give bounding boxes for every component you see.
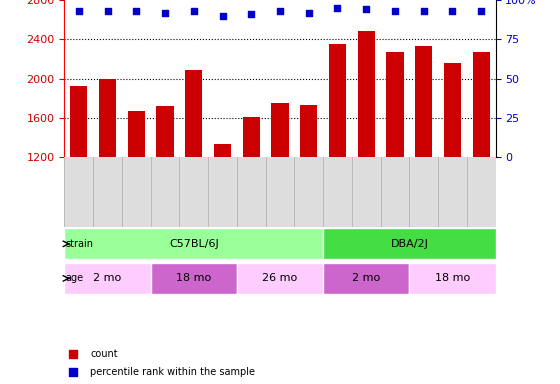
Point: [247, 11, 256, 17]
Point: [448, 8, 457, 14]
Point: [419, 8, 428, 14]
Bar: [300, 105, 318, 157]
Bar: [185, 70, 202, 157]
Text: 2 mo: 2 mo: [94, 273, 122, 283]
Text: DBA/2J: DBA/2J: [390, 239, 428, 249]
Bar: [358, 31, 375, 157]
Point: [390, 8, 399, 14]
Bar: [242, 117, 260, 157]
Point: [362, 7, 371, 13]
Point: [161, 10, 170, 16]
Text: 2 mo: 2 mo: [352, 273, 380, 283]
FancyBboxPatch shape: [323, 263, 409, 294]
Point: [74, 8, 83, 14]
Point: [68, 351, 77, 357]
Point: [333, 5, 342, 11]
Bar: [128, 111, 145, 157]
Text: 26 mo: 26 mo: [263, 273, 297, 283]
Bar: [415, 46, 432, 157]
Text: C57BL/6J: C57BL/6J: [169, 239, 218, 249]
Text: count: count: [90, 349, 118, 359]
Text: strain: strain: [65, 239, 93, 249]
FancyBboxPatch shape: [323, 228, 496, 260]
Point: [218, 13, 227, 19]
Bar: [272, 103, 288, 157]
Point: [132, 8, 141, 14]
FancyBboxPatch shape: [64, 263, 151, 294]
Text: 18 mo: 18 mo: [176, 273, 211, 283]
Point: [477, 8, 486, 14]
Bar: [444, 63, 461, 157]
Bar: [473, 52, 490, 157]
Text: age: age: [65, 273, 83, 283]
FancyBboxPatch shape: [409, 263, 496, 294]
FancyBboxPatch shape: [151, 263, 237, 294]
Bar: [99, 79, 116, 157]
Point: [68, 369, 77, 375]
FancyBboxPatch shape: [237, 263, 323, 294]
Bar: [214, 144, 231, 157]
Bar: [70, 86, 87, 157]
Bar: [386, 52, 404, 157]
Text: 18 mo: 18 mo: [435, 273, 470, 283]
Point: [189, 8, 198, 14]
Bar: [156, 106, 174, 157]
Text: percentile rank within the sample: percentile rank within the sample: [90, 366, 255, 377]
Point: [304, 10, 313, 16]
FancyBboxPatch shape: [64, 228, 323, 260]
Point: [103, 8, 112, 14]
Point: [276, 8, 284, 14]
Bar: [329, 44, 346, 157]
